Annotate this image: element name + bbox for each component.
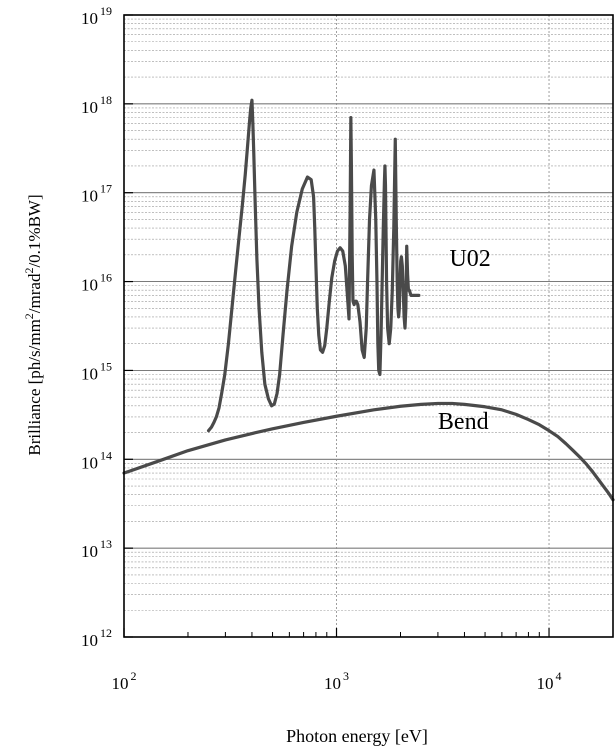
y-tick-label: 10 18 — [81, 93, 112, 117]
y-tick-label: 10 19 — [81, 4, 112, 28]
x-tick-label: 10 2 — [112, 669, 137, 693]
y-tick-label: 10 13 — [81, 537, 112, 561]
y-tick-label: 10 17 — [81, 182, 112, 206]
x-tick-label: 10 3 — [324, 669, 349, 693]
y-tick-label: 10 14 — [81, 448, 112, 472]
series-layer — [122, 98, 615, 502]
series-label-bend: Bend — [438, 409, 489, 435]
y-tick-label: 10 16 — [81, 271, 112, 295]
plot-frame — [123, 14, 614, 638]
tick-layer — [123, 14, 550, 638]
y-tick-label: 10 12 — [81, 626, 112, 650]
x-axis-label: Photon energy [eV] — [286, 726, 428, 746]
x-tick-label: 10 4 — [537, 669, 562, 693]
label-layer: 10 2 10 3 10 4 10 12 10 13 10 14 10 15 10 16 10 17 10 18 10 1… — [81, 4, 562, 693]
y-tick-label: 10 15 — [81, 359, 112, 383]
y-axis-label: Brilliance [ph/s/mm2/mrad2/0.1%BW] — [22, 194, 44, 455]
grid-layer — [123, 14, 613, 638]
series-line-u02 — [206, 98, 421, 433]
series-label-u02: U02 — [449, 246, 490, 272]
series-line-bend — [122, 401, 615, 502]
